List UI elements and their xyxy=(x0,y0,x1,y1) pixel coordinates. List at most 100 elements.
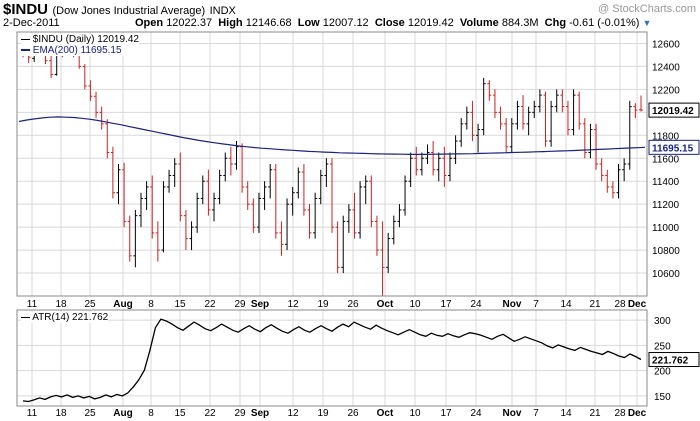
price-y-tick-label: 11800 xyxy=(652,131,680,142)
atr-x-tick-label: 12 xyxy=(287,408,299,419)
watermark: @ StockCharts.com xyxy=(598,3,696,15)
ohlc-bar xyxy=(633,103,638,119)
ohlc-bar xyxy=(599,158,604,182)
ohlc-bar xyxy=(110,146,115,199)
symbol-label: $INDU xyxy=(3,1,49,18)
ohlc-bar xyxy=(346,204,351,233)
ohlc-bar xyxy=(549,100,554,147)
ohlc-bar xyxy=(122,162,127,228)
close-label: Close xyxy=(374,17,405,29)
ohlc-bar xyxy=(116,164,121,205)
price-y-tick-label: 12400 xyxy=(652,62,680,73)
chart-title: $INDU (Dow Jones Industrial Average) IND… xyxy=(3,1,236,19)
high-label: High xyxy=(218,17,243,29)
ohlc-bar xyxy=(577,91,582,130)
ohlc-bar xyxy=(330,158,334,233)
price-y-tick-label: 12600 xyxy=(652,39,680,50)
ohlc-bar xyxy=(279,221,284,256)
atr-x-tick-label: 26 xyxy=(347,408,359,419)
ohlc-bar xyxy=(256,192,261,233)
ohlc-bar xyxy=(352,192,357,239)
ohlc-bar xyxy=(363,175,368,205)
price-x-tick-label: Sep xyxy=(251,299,269,310)
ohlc-bar xyxy=(206,169,211,216)
ohlc-bar xyxy=(374,215,379,256)
ohlc-bar xyxy=(212,192,217,222)
ohlc-bar xyxy=(560,89,565,113)
ohlc-bar xyxy=(386,232,391,274)
ohlc-bar xyxy=(195,192,200,233)
ema-200-line xyxy=(18,116,646,155)
price-x-tick-label: 11 xyxy=(27,299,38,310)
price-y-tick-label: 11600 xyxy=(652,154,680,165)
ohlc-bar xyxy=(403,175,408,216)
ohlc-bar xyxy=(369,175,374,228)
atr-x-tick-label: 18 xyxy=(55,408,67,419)
price-y-tick-label: 10800 xyxy=(652,246,680,257)
ohlc-bar xyxy=(391,215,396,245)
price-x-tick-label: 7 xyxy=(533,299,539,310)
ohlc-bar xyxy=(554,89,559,113)
ohlc-bar xyxy=(594,123,599,170)
ohlc-bar xyxy=(380,221,385,296)
dropdown-triangle-icon[interactable]: ▼ xyxy=(642,18,652,28)
price-x-tick-label: Oct xyxy=(377,299,394,310)
ohlc-bar xyxy=(588,123,593,159)
ohlc-bar xyxy=(532,100,537,119)
atr-x-tick-label: 21 xyxy=(589,408,601,419)
ohlc-bar xyxy=(251,198,256,233)
ohlc-bar xyxy=(610,181,615,199)
ohlc-bar xyxy=(616,164,621,199)
price-x-tick-label: Aug xyxy=(113,299,132,310)
ohlc-bar xyxy=(605,169,610,193)
ohlc-bar xyxy=(296,167,301,199)
atr-x-tick-label: 15 xyxy=(174,408,186,419)
ohlc-bar xyxy=(138,192,143,228)
price-x-tick-label: 14 xyxy=(560,299,572,310)
price-x-tick-label: 12 xyxy=(287,299,299,310)
ohlc-bar xyxy=(492,89,497,119)
atr-panel-frame xyxy=(16,309,648,407)
atr-x-tick-label: 28 xyxy=(614,408,626,419)
quote-bar: 2-Dec-2011 xyxy=(3,17,60,29)
ohlc-bar xyxy=(161,181,166,253)
price-x-tick-label: 29 xyxy=(234,299,246,310)
atr-x-tick-label: Nov xyxy=(503,408,522,419)
ohlc-bar xyxy=(447,152,452,182)
ohlc-bar xyxy=(262,181,267,210)
exchange-label: INDX xyxy=(209,5,236,17)
atr-x-tick-label: 7 xyxy=(533,408,539,419)
atr-x-tick-label: 22 xyxy=(204,408,216,419)
price-x-tick-label: 15 xyxy=(174,299,186,310)
atr-legend: ATR(14) 221.762 xyxy=(21,312,109,323)
ohlc-bar xyxy=(571,89,576,136)
svg-text:221.762: 221.762 xyxy=(652,356,689,367)
price-x-tick-label: 10 xyxy=(409,299,421,310)
ohlc-bar xyxy=(419,152,424,176)
atr-x-tick-label: Sep xyxy=(251,408,269,419)
ohlc-bar xyxy=(167,169,172,193)
ohlc-bar xyxy=(223,152,228,182)
ohlc-bar xyxy=(285,198,290,251)
price-x-tick-label: 28 xyxy=(614,299,626,310)
ema-legend-text: EMA(200) 11695.15 xyxy=(32,45,122,56)
last-price-tag: 12019.42 xyxy=(648,102,700,118)
atr-x-tick-label: 29 xyxy=(234,408,246,419)
ohlc-bar xyxy=(150,175,155,239)
atr-y-tick-label: 300 xyxy=(654,316,671,327)
ohlc-bar xyxy=(408,152,413,187)
price-legend: $INDU (Daily) 12019.42 EMA(200) 11695.15 xyxy=(21,34,139,56)
ohlc-bar xyxy=(228,146,233,176)
quote-values: Open 12022.37 High 12146.68 Low 12007.12… xyxy=(135,17,651,29)
ema-value-tag: 11695.15 xyxy=(648,139,700,155)
price-x-tick-label: 22 xyxy=(204,299,216,310)
index-name-label: (Dow Jones Industrial Average) xyxy=(52,5,206,17)
ohlc-bar xyxy=(155,221,160,262)
ohlc-bar xyxy=(509,118,514,153)
ohlc-bar xyxy=(341,215,346,274)
ohlc-bar xyxy=(217,169,222,205)
ohlc-bar xyxy=(639,95,643,112)
ohlc-bar xyxy=(504,118,509,153)
ohlc-bar xyxy=(470,100,475,142)
